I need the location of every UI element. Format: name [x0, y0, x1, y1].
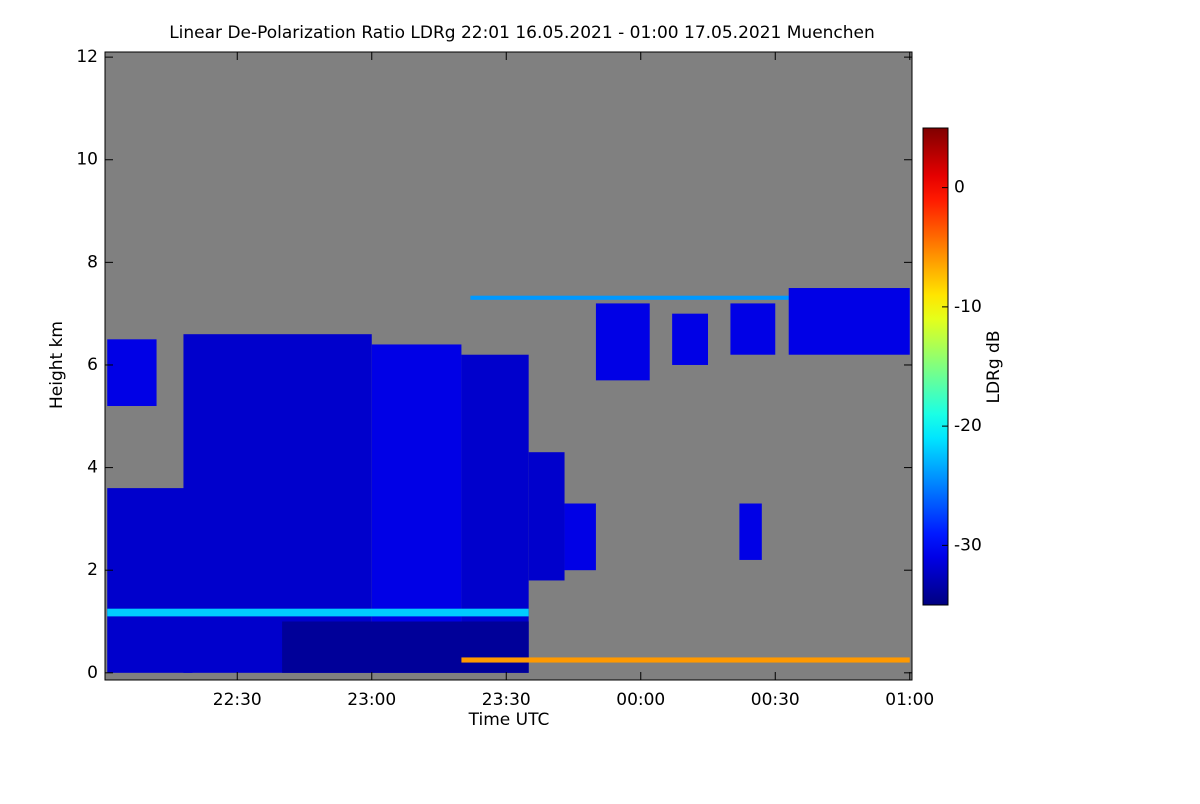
data-region: [107, 488, 193, 673]
colorbar-tick-label: -30: [954, 535, 982, 555]
y-tick-label: 8: [87, 252, 98, 272]
data-region: [730, 303, 776, 355]
y-tick-label: 4: [87, 458, 98, 478]
colorbar-tick-label: -10: [954, 297, 982, 317]
data-region: [107, 608, 529, 617]
data-region: [461, 354, 529, 673]
chart-title: Linear De-Polarization Ratio LDRg 22:01 …: [169, 23, 875, 43]
data-region: [564, 503, 596, 571]
y-axis-label: Height km: [47, 321, 67, 409]
x-tick-label: 23:00: [347, 690, 396, 710]
y-tick-label: 0: [87, 663, 98, 683]
y-tick-label: 6: [87, 355, 98, 375]
x-tick-label: 01:00: [885, 690, 934, 710]
plot-frame: [104, 51, 913, 681]
x-tick-label: 23:30: [482, 690, 531, 710]
data-region: [788, 288, 910, 355]
colorbar-tick-label: -20: [954, 416, 982, 436]
data-region: [470, 295, 910, 300]
axes: [105, 52, 912, 680]
data-region: [371, 344, 462, 673]
y-tick-label: 2: [87, 560, 98, 580]
colorbar-tick-label: 0: [954, 178, 965, 198]
data-region: [107, 339, 157, 407]
data-region: [595, 303, 650, 381]
data-region: [461, 657, 910, 663]
colorbar: [922, 127, 949, 606]
x-tick-label: 00:30: [751, 690, 800, 710]
x-axis-label: Time UTC: [468, 710, 550, 730]
data-region: [528, 452, 565, 581]
y-tick-label: 12: [76, 47, 98, 67]
data-region: [672, 313, 709, 365]
colorbar-label: LDRg dB: [984, 330, 1004, 403]
x-tick-label: 00:00: [616, 690, 665, 710]
x-tick-label: 22:30: [213, 690, 262, 710]
y-tick-label: 10: [76, 150, 98, 170]
data-region: [739, 503, 762, 560]
data-region: [282, 621, 529, 673]
